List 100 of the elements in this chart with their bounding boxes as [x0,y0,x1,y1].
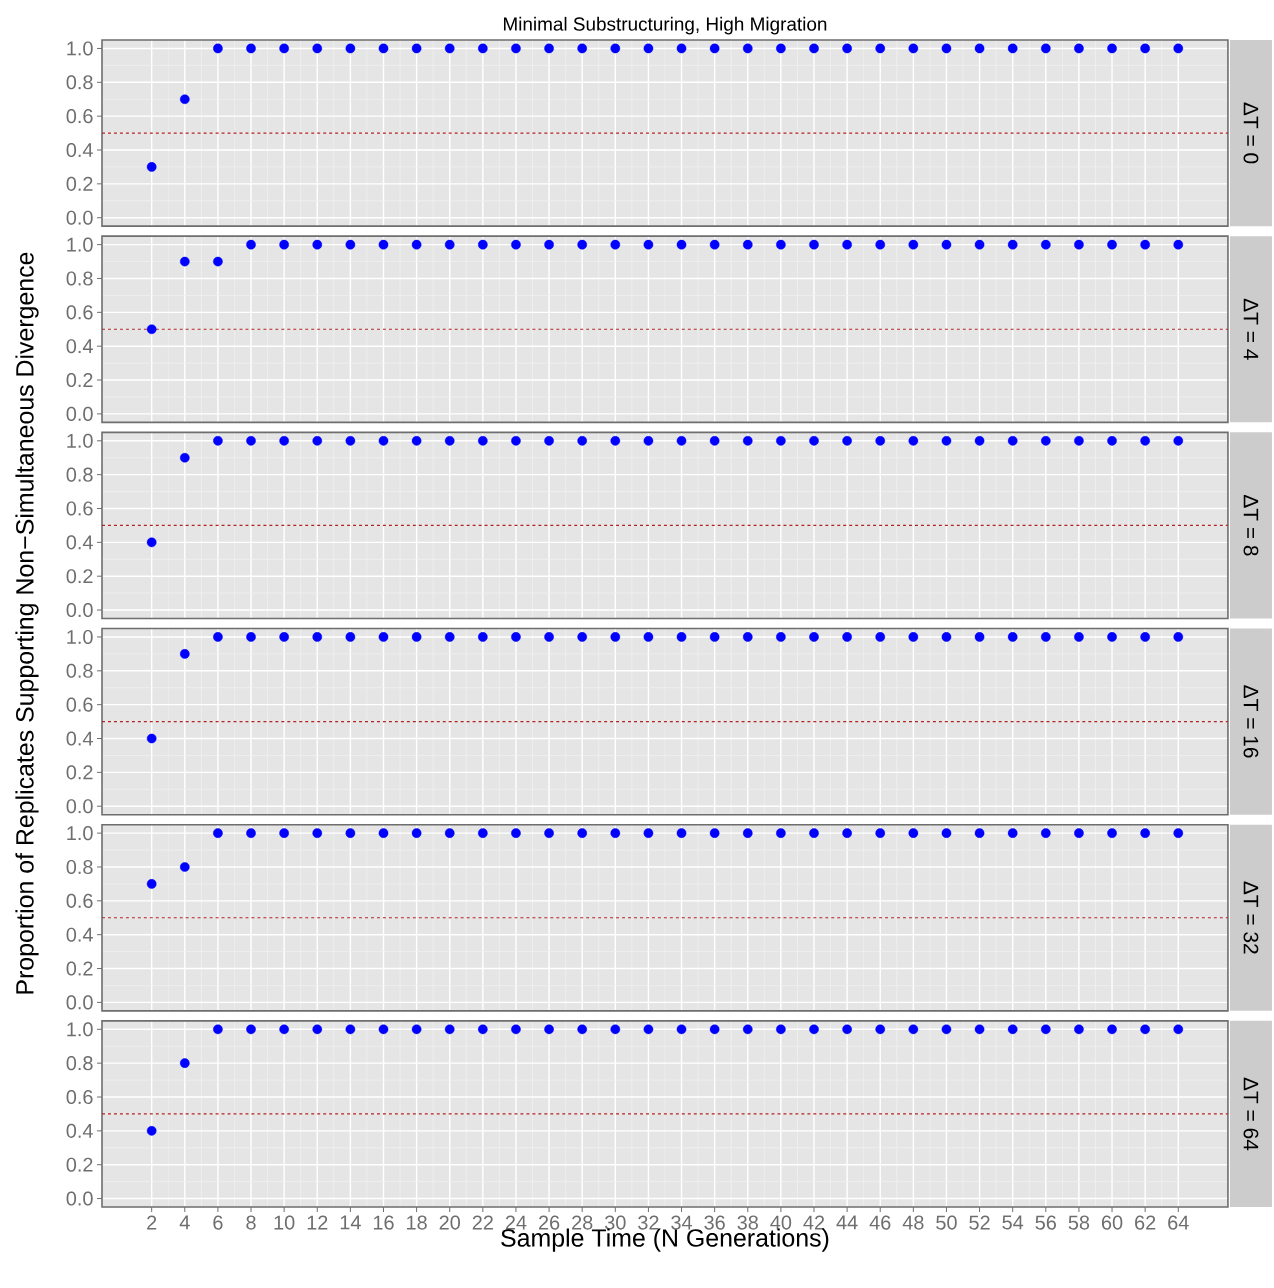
point [345,436,356,446]
x-tick-label: 28 [572,1215,593,1230]
point [444,436,455,446]
point [1007,436,1018,446]
point [279,43,289,54]
point [842,632,852,642]
y-tick-label: 0.4 [66,339,93,354]
y-axis-title: Proportion of Replicates Supporting Non−Simultaneous Divergence [15,252,39,994]
point [809,828,819,838]
point [941,632,952,642]
point [643,828,654,838]
point [246,436,256,446]
point [1140,436,1150,446]
point [411,43,422,54]
point [676,1024,687,1035]
x-tick-label: 22 [472,1215,493,1230]
point [1041,436,1051,446]
point [809,436,819,446]
y-tick-label: 0.2 [66,372,93,388]
y-tick-label: 0.6 [66,697,93,712]
y-tick-label: 0.0 [66,995,93,1010]
point [312,436,323,446]
x-tick-label: 8 [246,1215,256,1230]
point [1074,632,1084,642]
x-tick-label: 4 [179,1215,190,1230]
y-tick-label: 0.8 [66,1056,93,1071]
point [146,879,157,889]
point [444,632,455,642]
x-tick-label: 10 [274,1215,295,1230]
point [742,828,753,838]
point [908,239,919,250]
point [1107,239,1117,250]
y-tick-label: 0.8 [66,75,93,90]
point [875,239,886,250]
y-tick-label: 0.2 [66,569,93,584]
point [610,239,621,250]
point [941,1024,952,1035]
y-tick-label: 0.0 [66,210,93,225]
x-tick-label: 34 [671,1215,693,1230]
point [974,239,985,250]
x-tick-label: 58 [1068,1215,1090,1230]
point [842,239,852,250]
point [179,256,190,267]
point [1107,632,1117,642]
point [610,1024,621,1035]
point [478,828,488,838]
point [676,43,687,54]
point [511,436,521,446]
point [1173,239,1184,250]
x-tick-label: 36 [704,1215,725,1230]
point [908,828,919,838]
y-tick-label: 0.0 [66,799,93,814]
point [444,828,455,838]
point [279,1024,289,1035]
point [511,43,521,54]
point [378,436,389,446]
point [378,828,389,838]
point [1173,43,1184,54]
y-tick-label: 0.2 [66,176,93,191]
point [411,632,422,642]
point [312,828,323,838]
point [179,649,190,659]
point [1173,1024,1184,1035]
point [577,632,587,642]
point [974,436,985,446]
y-tick-label: 0.2 [66,1157,93,1172]
x-tick-label: 18 [407,1215,427,1230]
x-tick-label: 44 [836,1215,858,1230]
point [1041,239,1051,250]
y-tick-label: 1.0 [67,237,93,252]
point [1173,632,1184,642]
point [643,632,654,642]
point [941,43,952,54]
point [709,43,720,54]
y2-axis-title: ΔT = 16 [1243,685,1259,758]
point [776,239,786,250]
y-tick-label: 0.6 [66,893,93,908]
point [213,632,223,642]
point [345,828,356,838]
point [444,1024,455,1035]
point [1041,828,1051,838]
y-tick-label: 0.6 [66,109,93,124]
y2-axis-title: ΔT = 4 [1243,298,1259,360]
y-tick-label: 0.4 [66,535,93,550]
y2-axis-title: ΔT = 0 [1243,102,1259,164]
point [842,436,852,446]
point [610,632,621,642]
point [908,632,919,642]
point [577,43,587,54]
x-tick-label: 26 [538,1215,560,1230]
point [279,239,289,250]
point [974,43,985,54]
point [511,239,521,250]
point [974,1024,985,1035]
y2-axis-title: ΔT = 64 [1243,1077,1259,1151]
point [809,632,819,642]
point [378,239,389,250]
point [1007,632,1018,642]
point [742,239,753,250]
point [146,324,157,335]
